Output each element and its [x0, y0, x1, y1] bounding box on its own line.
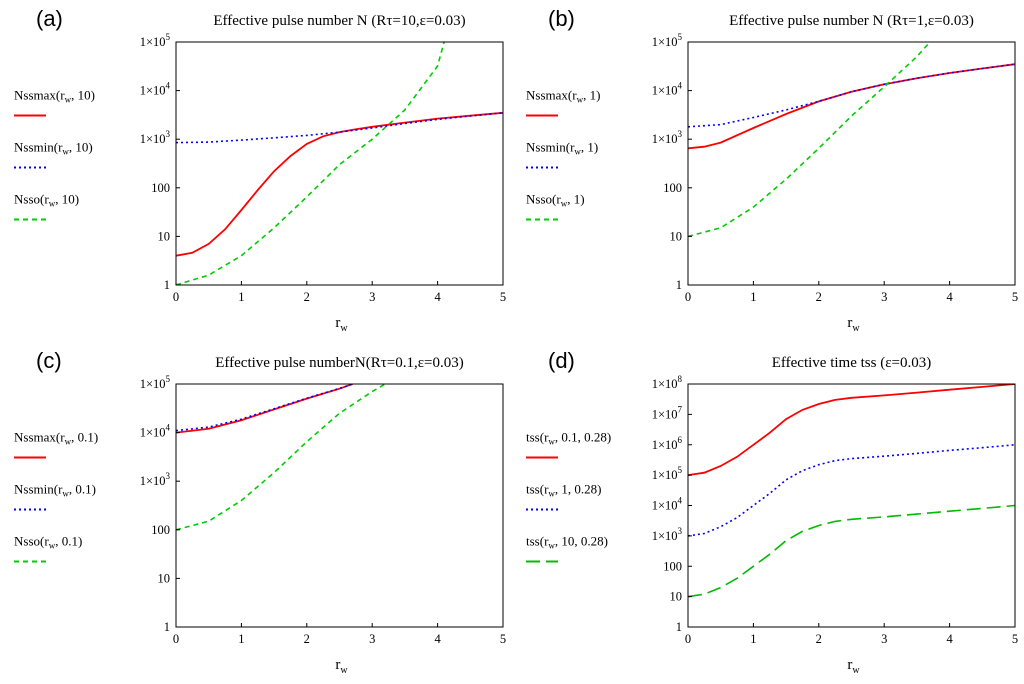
plot-frame — [175, 41, 504, 286]
series-line-nssmax — [176, 111, 503, 257]
y-tick-label: 1 — [676, 620, 682, 634]
x-axis-label: rw — [847, 657, 860, 676]
x-tick-label: 0 — [685, 290, 691, 304]
legend-label: Nsso(rw, 0.1) — [14, 534, 82, 551]
x-tick-label: 0 — [173, 290, 179, 304]
legend-label: Nssmax(rw, 0.1) — [14, 430, 98, 447]
plot-frame — [687, 41, 1016, 286]
x-tick-label: 5 — [500, 632, 506, 646]
x-tick-label: 0 — [173, 632, 179, 646]
x-tick-label: 3 — [881, 632, 887, 646]
legend-label: tss(rw, 10, 0.28) — [526, 534, 608, 551]
chart-svg: (a) Effective pulse number N (Rτ=10,ε=0.0… — [14, 6, 506, 334]
legend-label: Nssmin(rw, 1) — [526, 140, 598, 157]
legend-label: Nssmin(rw, 0.1) — [14, 482, 96, 499]
panel-c: (c) Effective pulse numberN(Rτ=0.1,ε=0.03… — [0, 342, 512, 684]
panel-label: (a) — [36, 6, 63, 31]
plot-frame — [687, 383, 1016, 628]
x-tick-label: 1 — [750, 290, 756, 304]
y-tick-label: 1×105 — [140, 32, 171, 49]
legend-label: Nssmax(rw, 1) — [526, 88, 600, 105]
x-tick-label: 1 — [238, 632, 244, 646]
plot-frame — [175, 383, 504, 628]
panel-label: (b) — [548, 6, 575, 31]
x-tick-label: 4 — [946, 632, 953, 646]
chart-svg: (c) Effective pulse numberN(Rτ=0.1,ε=0.03… — [14, 348, 506, 676]
panel-label: (c) — [36, 348, 62, 373]
x-tick-label: 4 — [434, 632, 441, 646]
y-tick-label: 100 — [663, 181, 682, 195]
series-line-nsso — [176, 42, 445, 285]
chart-title: Effective time tss (ε=0.03) — [772, 355, 931, 371]
panel-d: (d) Effective time tss (ε=0.03) 1 10 100 1×10… — [512, 342, 1024, 684]
x-tick-label: 3 — [369, 290, 375, 304]
x-axis-label: rw — [847, 315, 860, 334]
x-tick-label: 1 — [750, 632, 756, 646]
legend-label: tss(rw, 1, 0.28) — [526, 482, 602, 499]
y-tick-label: 100 — [151, 523, 170, 537]
legend-label: Nssmin(rw, 10) — [14, 140, 93, 157]
legend-label: Nssmax(rw, 10) — [14, 88, 95, 105]
y-tick-label: 1×106 — [652, 435, 683, 452]
chart-title: Effective pulse number N (Rτ=1,ε=0.03) — [729, 13, 974, 29]
y-tick-label: 1×103 — [652, 526, 683, 543]
y-tick-label: 100 — [663, 559, 682, 573]
x-tick-label: 4 — [946, 290, 953, 304]
x-axis-label: rw — [335, 315, 348, 334]
y-tick-label: 1×104 — [140, 423, 171, 440]
panel-a: (a) Effective pulse number N (Rτ=10,ε=0.0… — [0, 0, 512, 342]
series-line-tss — [688, 444, 1015, 537]
y-tick-label: 1×103 — [140, 129, 171, 146]
y-tick-label: 1×104 — [652, 496, 683, 513]
y-tick-label: 1×103 — [652, 129, 683, 146]
series-line-nssmax — [176, 384, 353, 434]
legend-label: tss(rw, 0.1, 0.28) — [526, 430, 611, 447]
x-tick-label: 5 — [1012, 632, 1018, 646]
panel-label: (d) — [548, 348, 575, 373]
y-tick-label: 1×105 — [652, 32, 683, 49]
legend-label: Nsso(rw, 10) — [14, 192, 79, 209]
y-tick-label: 10 — [158, 229, 171, 243]
series-line-tss — [688, 384, 1015, 476]
series-line-nssmin — [176, 384, 353, 432]
y-tick-label: 1 — [164, 278, 170, 292]
chart-svg: (b) Effective pulse number N (Rτ=1,ε=0.03… — [526, 6, 1018, 334]
y-tick-label: 1×104 — [652, 81, 683, 98]
y-tick-label: 10 — [158, 571, 171, 585]
chart-svg: (d) Effective time tss (ε=0.03)1101001×10… — [526, 348, 1018, 676]
x-tick-label: 2 — [304, 290, 310, 304]
x-tick-label: 1 — [238, 290, 244, 304]
chart-title: Effective pulse number N (Rτ=10,ε=0.03) — [213, 13, 465, 29]
series-line-nssmax — [688, 63, 1015, 150]
x-tick-label: 5 — [500, 290, 506, 304]
x-tick-label: 0 — [685, 632, 691, 646]
x-tick-label: 5 — [1012, 290, 1018, 304]
y-tick-label: 1×104 — [140, 81, 171, 98]
y-tick-label: 1×105 — [652, 465, 683, 482]
panel-b: (b) Effective pulse number N (Rτ=1,ε=0.03… — [512, 0, 1024, 342]
y-tick-label: 10 — [670, 229, 683, 243]
legend-label: Nsso(rw, 1) — [526, 192, 585, 209]
chart-title: Effective pulse numberN(Rτ=0.1,ε=0.03) — [215, 355, 464, 371]
x-tick-label: 3 — [369, 632, 375, 646]
y-tick-label: 1×103 — [140, 471, 171, 488]
x-tick-label: 3 — [881, 290, 887, 304]
y-tick-label: 1 — [676, 278, 682, 292]
y-tick-label: 10 — [670, 590, 683, 604]
y-tick-label: 100 — [151, 181, 170, 195]
x-tick-label: 4 — [434, 290, 441, 304]
y-tick-label: 1×105 — [140, 374, 171, 391]
x-tick-label: 2 — [304, 632, 310, 646]
y-tick-label: 1×108 — [652, 374, 683, 391]
x-tick-label: 2 — [816, 632, 822, 646]
y-tick-label: 1 — [164, 620, 170, 634]
series-line-tss — [688, 504, 1015, 598]
x-tick-label: 2 — [816, 290, 822, 304]
series-line-nsso — [688, 42, 931, 238]
series-line-nsso — [176, 384, 386, 531]
x-axis-label: rw — [335, 657, 348, 676]
series-line-nssmin — [688, 63, 1015, 128]
y-tick-label: 1×107 — [652, 404, 683, 421]
